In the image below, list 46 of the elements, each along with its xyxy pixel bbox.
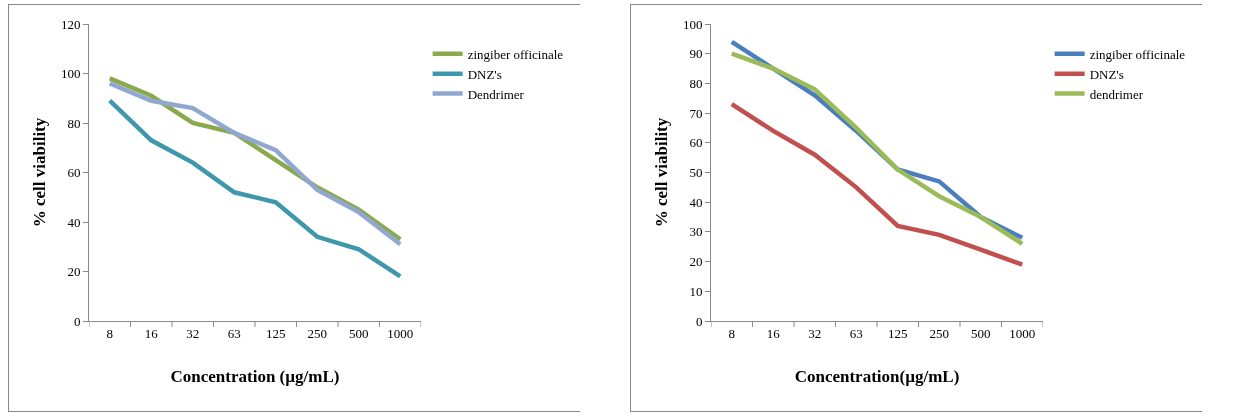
legend-label: DNZ's: [1089, 66, 1124, 82]
y-tick-label: 80: [689, 75, 703, 91]
y-tick-label: 30: [689, 224, 703, 240]
x-tick-label: 500: [971, 325, 991, 341]
x-tick-label: 63: [849, 325, 863, 341]
y-tick-label: 0: [695, 313, 703, 329]
x-tick-label: 125: [266, 325, 286, 341]
x-axis-title: Concentration (µg/mL): [170, 367, 340, 386]
y-tick-label: 40: [689, 194, 703, 210]
legend-label: DNZ's: [467, 66, 502, 82]
x-tick-label: 32: [808, 325, 822, 341]
x-tick-label: 8: [728, 325, 735, 341]
y-tick-label: 70: [689, 105, 703, 121]
x-tick-label: 16: [766, 325, 781, 341]
legend-label: Dendrimer: [467, 86, 525, 102]
y-tick-label: 90: [689, 46, 703, 62]
x-tick-label: 63: [227, 325, 241, 341]
legend-label: dendrimer: [1089, 86, 1144, 102]
y-tick-label: 20: [67, 264, 81, 280]
x-tick-label: 250: [929, 325, 949, 341]
x-axis-title: Concentration(µg/mL): [794, 367, 960, 386]
x-tick-label: 1000: [1009, 325, 1036, 341]
y-axis-title: % cell viability: [30, 117, 49, 228]
y-tick-label: 20: [689, 254, 703, 270]
x-tick-label: 500: [349, 325, 369, 341]
line-series: [107, 98, 403, 279]
y-tick-label: 100: [60, 66, 81, 82]
x-tick-label: 8: [106, 325, 113, 341]
y-tick-label: 120: [60, 16, 81, 32]
y-tick-label: 60: [67, 165, 81, 181]
y-tick-label: 60: [689, 135, 703, 151]
x-tick-label: 1000: [387, 325, 414, 341]
legend-label: zingiber officinale: [1089, 46, 1186, 62]
y-tick-label: 40: [67, 214, 81, 230]
x-tick-label: 16: [144, 325, 159, 341]
y-axis-title: % cell viability: [652, 117, 671, 228]
y-tick-label: 50: [689, 165, 703, 181]
y-tick-label: 80: [67, 115, 81, 131]
y-tick-label: 0: [73, 313, 81, 329]
y-tick-label: 100: [682, 16, 703, 32]
x-tick-label: 125: [888, 325, 908, 341]
x-tick-label: 250: [307, 325, 327, 341]
x-tick-label: 32: [186, 325, 200, 341]
y-tick-label: 10: [689, 283, 703, 299]
line-series: [729, 101, 1025, 267]
legend-label: zingiber officinale: [467, 46, 564, 62]
